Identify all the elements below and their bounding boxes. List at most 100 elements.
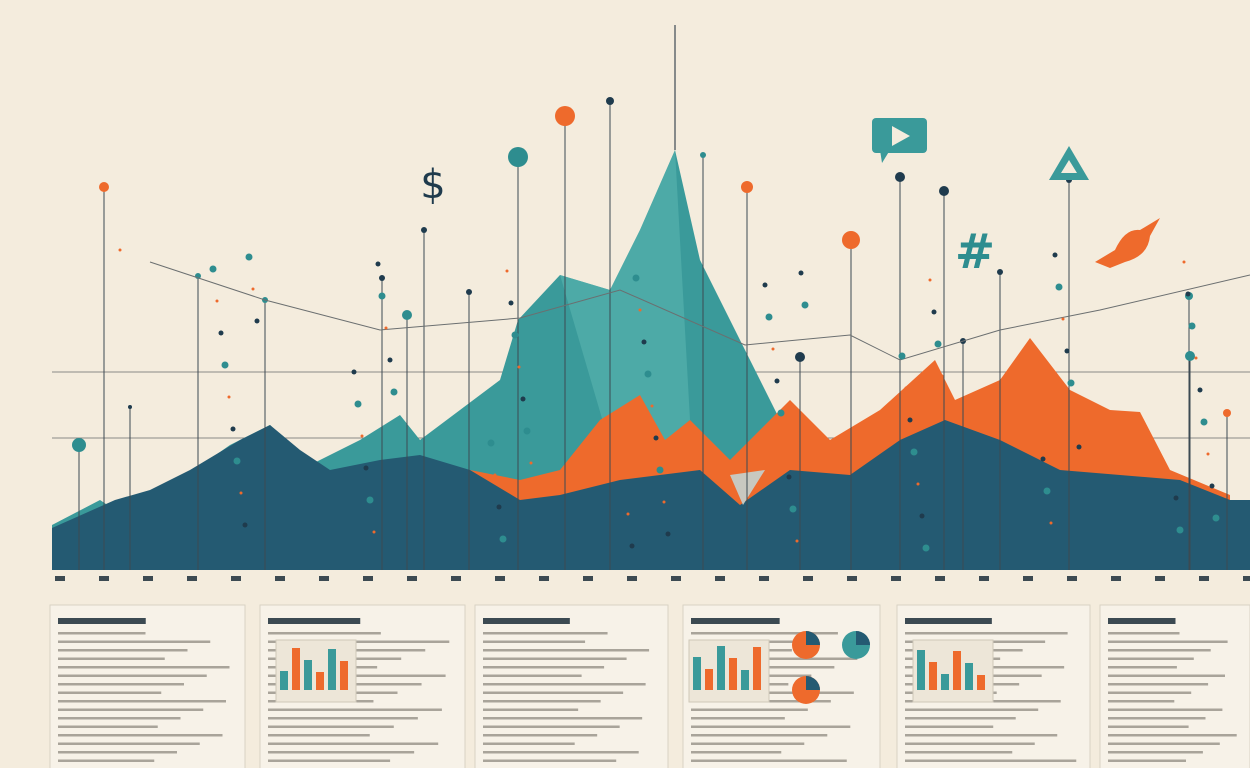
speck (523, 427, 531, 435)
panel-line (1108, 632, 1180, 635)
panel-line (1108, 742, 1220, 745)
speck (242, 522, 248, 528)
axis-mark (99, 576, 109, 581)
speck (762, 282, 768, 288)
hash-symbol: # (955, 224, 995, 280)
panel-line (58, 683, 184, 686)
dollar-symbol: $ (420, 162, 445, 208)
panel-line (1108, 683, 1209, 686)
speck (771, 347, 775, 351)
stem-dot (379, 275, 385, 281)
speck (233, 457, 241, 465)
speck (1040, 456, 1046, 462)
speck (209, 265, 217, 273)
speck (795, 539, 799, 543)
axis-mark (847, 576, 857, 581)
panel-line (1108, 725, 1189, 728)
play-icon (872, 118, 927, 163)
panel-heading (905, 618, 992, 624)
panel-line (268, 742, 439, 745)
axis-mark (1199, 576, 1209, 581)
panel-line (691, 708, 808, 711)
panel-line (1108, 751, 1203, 754)
panel-line (268, 734, 370, 737)
speck (934, 340, 942, 348)
axis-mark (451, 576, 461, 581)
panel-line (483, 666, 605, 669)
stem-dot (939, 186, 949, 196)
speck (1052, 252, 1058, 258)
axis-mark (1023, 576, 1033, 581)
panel-heading (483, 618, 570, 624)
speck (1073, 413, 1077, 417)
panel-line (268, 717, 418, 720)
panel-line (691, 725, 851, 728)
panel-line (58, 657, 165, 660)
axis-mark (539, 576, 549, 581)
axis-mark (495, 576, 505, 581)
play-triangle (892, 126, 910, 146)
panel-line (483, 674, 582, 677)
axis-mark (55, 576, 65, 581)
speck (529, 461, 533, 465)
speck (1076, 444, 1082, 450)
speck (656, 466, 664, 474)
speck (665, 531, 671, 537)
panel-line (483, 700, 601, 703)
speck (251, 287, 255, 291)
panel-line (483, 734, 598, 737)
axis-mark (759, 576, 769, 581)
speck (366, 496, 374, 504)
stem-dot (700, 152, 706, 158)
mini-bar (304, 660, 312, 690)
panel-line (905, 742, 1035, 745)
stem-dot (508, 147, 528, 167)
speck (254, 318, 260, 324)
mini-bar (717, 646, 725, 690)
axis-mark (979, 576, 989, 581)
speck (227, 395, 231, 399)
speck (922, 544, 930, 552)
panel-heading (268, 618, 361, 624)
panel-line (1108, 649, 1211, 652)
panel-line (58, 742, 200, 745)
speck (786, 474, 792, 480)
speck (245, 253, 253, 261)
bird-icon (1095, 218, 1160, 268)
speck (1067, 379, 1075, 387)
speck (487, 439, 495, 447)
panel-line (1108, 759, 1186, 762)
speck (1209, 483, 1215, 489)
stem-dot (555, 106, 575, 126)
speck (1197, 387, 1203, 393)
mini-pie-slice (856, 631, 870, 645)
speck (1185, 291, 1191, 297)
stem-dot (606, 97, 614, 105)
panel-line (483, 725, 620, 728)
speck (375, 261, 381, 267)
panel-line (483, 691, 624, 694)
speck (765, 313, 773, 321)
panel-line (58, 759, 155, 762)
stem-dot (795, 352, 805, 362)
speck (215, 299, 219, 303)
panel-line (905, 725, 994, 728)
panel-line (691, 742, 805, 745)
panel-line (58, 708, 204, 711)
speck (774, 378, 780, 384)
axis-mark (1155, 576, 1165, 581)
axis-mark (671, 576, 681, 581)
panel-line (905, 708, 1039, 711)
mini-bar (705, 669, 713, 690)
stem-dot (997, 269, 1003, 275)
speck (916, 482, 920, 486)
panel-line (483, 683, 646, 686)
speck (907, 417, 913, 423)
speck (384, 326, 388, 330)
axis-mark (891, 576, 901, 581)
speck (239, 491, 243, 495)
speck (354, 400, 362, 408)
panel-line (691, 734, 828, 737)
speck (508, 300, 514, 306)
speck (363, 465, 369, 471)
